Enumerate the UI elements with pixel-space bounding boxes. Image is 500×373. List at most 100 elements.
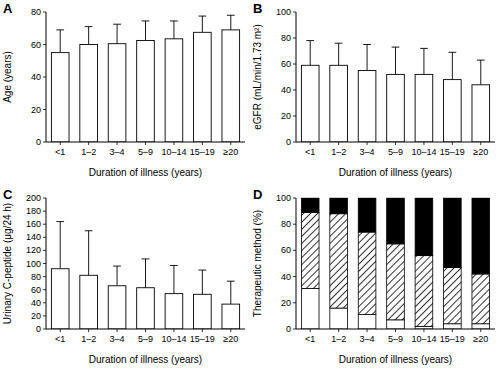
x-tick-label: <1	[305, 147, 315, 157]
bar	[444, 80, 462, 142]
x-tick-label: ≥20	[473, 147, 488, 157]
error-bar	[170, 21, 178, 39]
y-tick-label: 0	[286, 324, 291, 334]
error-bar	[85, 231, 93, 276]
y-tick-label: 80	[31, 272, 41, 282]
x-tick-label: 5–9	[138, 334, 153, 344]
x-tick-label: ≥20	[223, 147, 238, 157]
figure: A Age (years) Duration of illness (years) 0…	[0, 0, 500, 373]
y-tick-label: 40	[31, 298, 41, 308]
y-tick-label: 0	[36, 137, 41, 147]
y-tick-label: 60	[281, 245, 291, 255]
x-tick-label: <1	[305, 334, 315, 344]
bar-segment	[444, 198, 462, 267]
y-tick-label: 80	[31, 7, 41, 17]
y-tick-label: 120	[26, 245, 41, 255]
bar-segment	[472, 274, 490, 324]
y-axis	[46, 12, 47, 142]
y-tick-label: 60	[31, 285, 41, 295]
bar	[194, 32, 212, 142]
y-tick-label: 160	[26, 219, 41, 229]
y-tick-label: 140	[26, 232, 41, 242]
bar	[137, 40, 155, 142]
error-bar	[113, 266, 121, 286]
y-tick-label: 80	[281, 219, 291, 229]
y-tick-label: 180	[26, 206, 41, 216]
y-tick-label: 20	[281, 298, 291, 308]
y-tick-label: 80	[281, 33, 291, 43]
bar	[330, 65, 348, 142]
panel-label: A	[3, 1, 13, 16]
x-tick-label: <1	[55, 334, 65, 344]
panel-label: D	[253, 187, 262, 202]
bar	[108, 44, 126, 142]
error-bar	[198, 270, 206, 294]
y-tick-label: 20	[31, 105, 41, 115]
x-tick-label: 5–9	[388, 147, 403, 157]
y-tick-label: 60	[31, 40, 41, 50]
y-tick-label: 200	[26, 193, 41, 203]
bar	[222, 304, 240, 329]
y-axis-title: eGFR (mL/min/1.73 m²)	[252, 24, 263, 130]
x-tick-label: 1–2	[81, 334, 96, 344]
error-bar	[113, 24, 121, 44]
panel: AAge (years)Duration of illness (years)0…	[2, 1, 245, 178]
y-axis-title: Urinary C-peptide (μg/24 h)	[2, 203, 13, 324]
panel-label: C	[3, 187, 13, 202]
x-tick-label: 15–19	[190, 147, 215, 157]
bar-segment	[415, 198, 433, 256]
error-bar	[85, 27, 93, 45]
x-tick-label: ≥20	[223, 334, 238, 344]
bar-segment	[444, 324, 462, 329]
plot-area	[301, 41, 489, 142]
x-tick-label: 10–14	[411, 147, 436, 157]
bar	[165, 294, 183, 329]
y-tick-label: 40	[281, 272, 291, 282]
error-bar	[56, 30, 64, 53]
error-bar	[198, 16, 206, 32]
y-tick-label: 0	[286, 137, 291, 147]
error-bar	[227, 281, 235, 304]
x-tick-label: 10–14	[161, 147, 186, 157]
error-bar	[227, 15, 235, 30]
panel: CUrinary C-peptide (μg/24 h)Duration of …	[2, 187, 245, 365]
y-tick-label: 100	[276, 193, 291, 203]
bar	[358, 71, 376, 143]
plot-area	[51, 15, 239, 142]
panel: BeGFR (mL/min/1.73 m²)Duration of illnes…	[252, 1, 495, 178]
bar	[80, 275, 98, 329]
y-axis	[296, 198, 297, 329]
x-tick-label: 3–4	[110, 334, 125, 344]
y-axis-title: Age (years)	[2, 51, 13, 103]
x-tick-label: 15–19	[440, 147, 465, 157]
bar-segment	[301, 198, 319, 212]
bar	[415, 74, 433, 142]
bar-segment	[301, 288, 319, 329]
panel: D Therapeutic method (%) Duration of illne…	[252, 187, 495, 365]
bar	[108, 286, 126, 329]
x-tick-label: <1	[55, 147, 65, 157]
x-tick-label: 1–2	[81, 147, 96, 157]
bar	[165, 39, 183, 142]
plot-area	[301, 198, 489, 329]
y-axis-title: Therapeutic method (%)	[252, 210, 263, 317]
error-bar	[142, 21, 150, 41]
x-axis	[46, 329, 245, 330]
bar	[387, 74, 405, 142]
error-bar	[142, 259, 150, 288]
y-axis	[46, 198, 47, 329]
bar	[301, 65, 319, 142]
y-tick-label: 20	[281, 111, 291, 121]
y-axis	[296, 12, 297, 142]
x-axis	[296, 142, 495, 143]
x-tick-label: 10–14	[161, 334, 186, 344]
error-bar	[56, 222, 64, 269]
x-axis-title: Duration of illness (years)	[339, 354, 452, 365]
x-tick-label: 15–19	[190, 334, 215, 344]
bar-segment	[444, 267, 462, 323]
bar	[51, 53, 69, 142]
x-tick-label: 10–14	[411, 334, 436, 344]
x-tick-label: 5–9	[138, 147, 153, 157]
bar-segment	[387, 320, 405, 329]
bar	[80, 45, 98, 143]
